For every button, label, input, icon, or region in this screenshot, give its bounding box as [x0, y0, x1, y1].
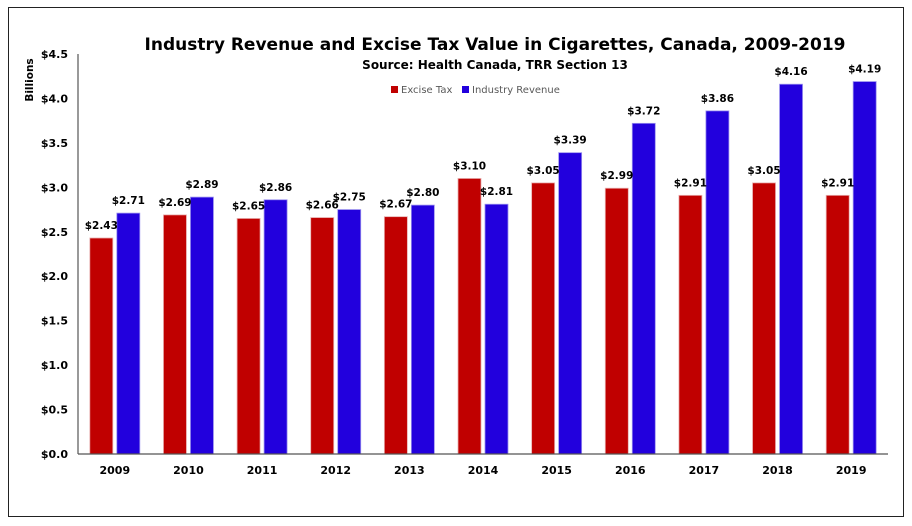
chart-subtitle: Source: Health Canada, TRR Section 13	[362, 58, 628, 72]
bars	[89, 81, 877, 455]
y-tick-label: $0.0	[41, 448, 68, 461]
bar-industry-revenue-2019	[852, 81, 877, 455]
data-label: $4.19	[848, 64, 881, 76]
bar-excise-tax-2013	[383, 216, 408, 455]
data-label: $2.99	[600, 170, 633, 182]
data-label: $2.80	[406, 187, 439, 199]
x-tick-label: 2011	[247, 464, 278, 477]
bar-industry-revenue-2009	[116, 212, 141, 455]
bar-excise-tax-2012	[310, 217, 335, 455]
data-label: $2.86	[259, 182, 292, 194]
data-label: $3.10	[453, 160, 486, 172]
data-label: $2.43	[85, 220, 118, 232]
bar-excise-tax-2011	[236, 218, 261, 455]
bar-industry-revenue-2014	[484, 203, 509, 455]
bar-excise-tax-2019	[825, 194, 850, 455]
data-label: $2.71	[112, 195, 145, 207]
bar-industry-revenue-2011	[263, 199, 288, 455]
y-axis-label: Billions	[24, 58, 36, 101]
bar-industry-revenue-2015	[558, 152, 583, 455]
data-label: $2.91	[674, 177, 707, 189]
bar-industry-revenue-2012	[337, 209, 362, 455]
data-label: $3.05	[527, 165, 560, 177]
data-label: $3.86	[701, 93, 734, 105]
bar-excise-tax-2018	[752, 182, 776, 455]
y-tick-label: $4.5	[41, 48, 68, 61]
legend-swatch-excise-tax	[391, 86, 398, 93]
data-label: $3.72	[627, 105, 660, 117]
chart-title: Industry Revenue and Excise Tax Value in…	[145, 35, 846, 55]
data-label: $2.91	[821, 177, 854, 189]
x-tick-label: 2012	[320, 464, 351, 477]
x-tick-label: 2017	[689, 464, 720, 477]
x-axis-ticks: 2009 2010 2011 2012 2013 2014 2015 2016 2017 2018…	[100, 464, 867, 477]
bar-excise-tax-2009	[89, 237, 114, 455]
legend-label-excise-tax: Excise Tax	[401, 85, 452, 96]
legend-swatch-industry-revenue	[462, 86, 469, 93]
bar-excise-tax-2015	[531, 182, 556, 455]
bar-excise-tax-2016	[604, 187, 629, 455]
data-label: $2.66	[306, 200, 339, 212]
x-tick-label: 2015	[541, 464, 572, 477]
data-label: $3.39	[554, 135, 587, 147]
data-label: $4.16	[774, 66, 807, 78]
bar-excise-tax-2017	[678, 194, 703, 455]
legend-label-industry-revenue: Industry Revenue	[472, 85, 560, 96]
x-tick-label: 2013	[394, 464, 425, 477]
y-tick-label: $1.5	[41, 315, 68, 328]
bar-industry-revenue-2018	[779, 83, 803, 455]
y-tick-label: $4.0	[41, 92, 68, 105]
y-tick-label: $1.0	[41, 359, 68, 372]
bar-industry-revenue-2010	[190, 196, 214, 455]
data-label: $2.75	[333, 192, 366, 204]
bar-excise-tax-2010	[163, 214, 187, 455]
data-label: $2.81	[480, 186, 513, 198]
bar-industry-revenue-2013	[410, 204, 435, 455]
y-axis-ticks: $0.0 $0.5 $1.0 $1.5 $2.0 $2.5 $3.0 $3.5 $4.0 $4.5	[41, 48, 68, 461]
y-tick-label: $2.0	[41, 270, 68, 283]
bar-excise-tax-2014	[457, 178, 482, 455]
data-label: $2.69	[158, 197, 191, 209]
x-tick-label: 2010	[173, 464, 204, 477]
data-label: $2.67	[379, 199, 412, 211]
y-tick-label: $3.5	[41, 137, 68, 150]
legend: Excise Tax Industry Revenue	[391, 85, 560, 96]
y-tick-label: $2.5	[41, 226, 68, 239]
bar-industry-revenue-2017	[705, 110, 730, 455]
y-tick-label: $0.5	[41, 404, 68, 417]
x-tick-label: 2018	[762, 464, 793, 477]
data-labels: $2.43 $2.71 $2.69 $2.89 $2.65 $2.86 $2.66$2.75…	[85, 64, 882, 232]
x-tick-label: 2014	[468, 464, 499, 477]
data-label: $2.65	[232, 200, 265, 212]
x-tick-label: 2009	[100, 464, 131, 477]
data-label: $2.89	[185, 179, 218, 191]
data-label: $3.05	[747, 165, 780, 177]
x-tick-label: 2016	[615, 464, 646, 477]
x-tick-label: 2019	[836, 464, 867, 477]
y-tick-label: $3.0	[41, 181, 68, 194]
bar-industry-revenue-2016	[631, 122, 656, 455]
